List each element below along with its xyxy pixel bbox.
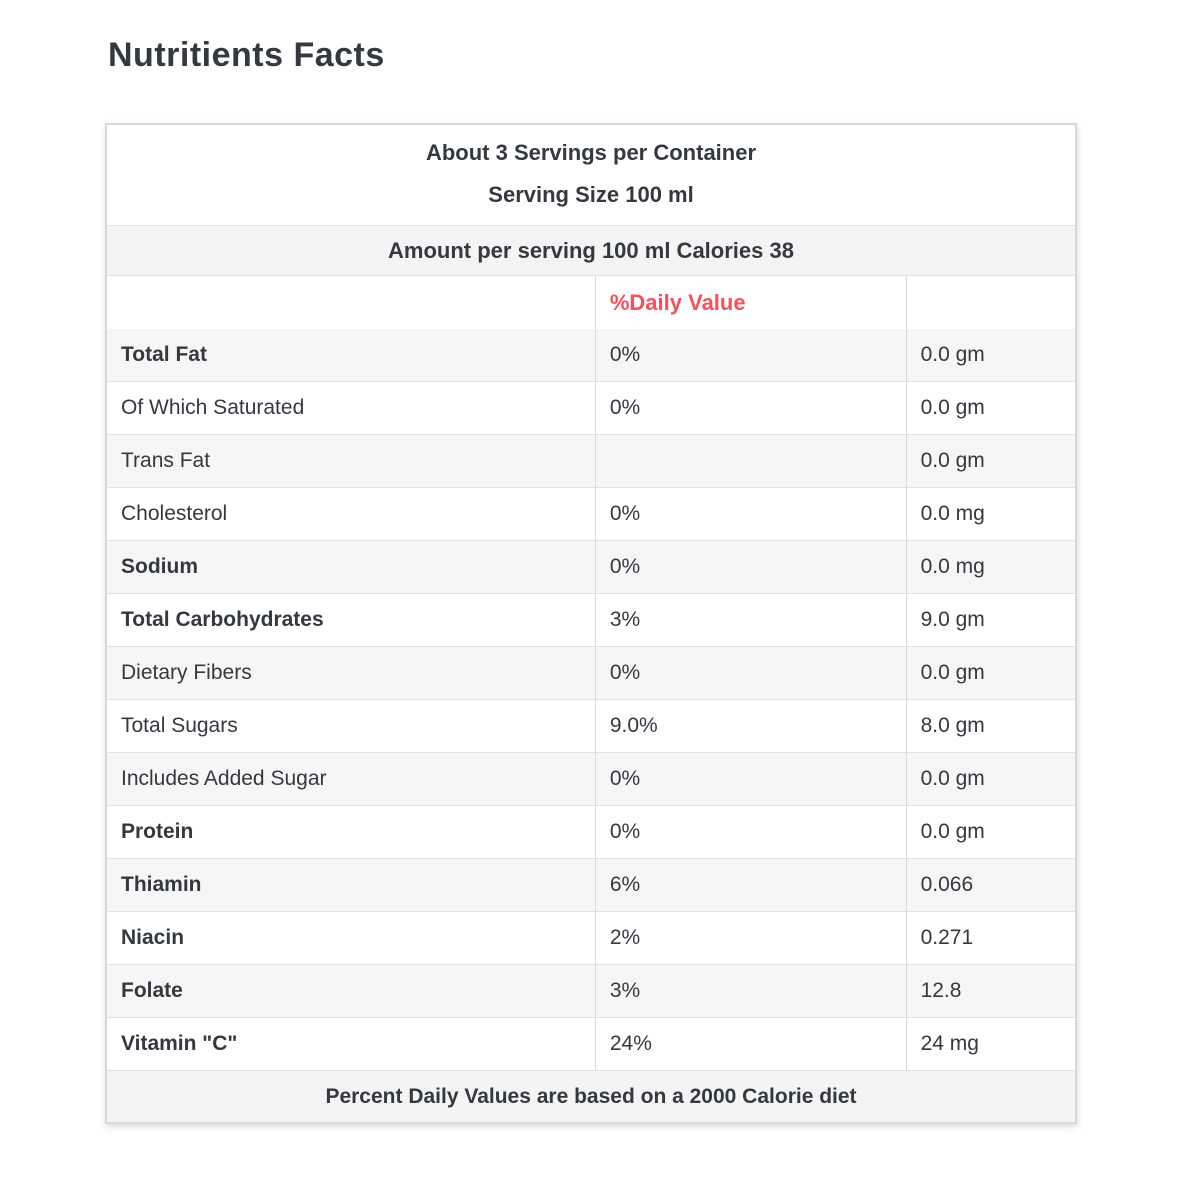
servings-per-container-text: About 3 Servings per Container — [425, 140, 757, 165]
table-row: Total Sugars 9.0% 8.0 gm — [107, 699, 1075, 752]
row-amount-value: 0.0 gm — [905, 647, 1075, 699]
row-percent-value: 9.0% — [594, 700, 906, 752]
row-amount-value: 0.0 mg — [905, 541, 1075, 593]
row-label: Dietary Fibers — [121, 661, 252, 684]
row-amount-value: 0.0 gm — [905, 435, 1075, 487]
row-label: Total Fat — [121, 343, 207, 366]
row-label: Sodium — [121, 555, 198, 578]
daily-value-header-empty-right — [905, 276, 1075, 329]
daily-value-header-empty-left — [107, 276, 595, 329]
row-label: Total Carbohydrates — [121, 608, 324, 631]
row-label: Vitamin "C" — [121, 1032, 238, 1055]
amount-per-serving-text: Amount per serving 100 ml Calories 38 — [388, 237, 794, 263]
row-amount-value: 8.0 gm — [905, 700, 1075, 752]
row-label: Total Sugars — [121, 714, 238, 737]
row-amount-value: 9.0 gm — [905, 594, 1075, 646]
table-row: Cholesterol 0% 0.0 mg — [107, 487, 1075, 540]
table-row: Folate 3% 12.8 — [107, 964, 1075, 1017]
table-row: Vitamin "C" 24% 24 mg — [107, 1017, 1075, 1070]
row-percent-value — [594, 435, 906, 487]
row-amount-value: 0.0 gm — [905, 382, 1075, 434]
servings-header-row: About 3 Servings per Container Serving S… — [107, 125, 1075, 225]
footer-note-text: Percent Daily Values are based on a 2000… — [325, 1084, 857, 1108]
row-percent-value: 3% — [594, 965, 906, 1017]
row-label: Protein — [121, 820, 194, 843]
table-row: Includes Added Sugar 0% 0.0 gm — [107, 752, 1075, 805]
table-row: Sodium 0% 0.0 mg — [107, 540, 1075, 593]
table-row: Niacin 2% 0.271 — [107, 911, 1075, 964]
row-label: Folate — [121, 979, 183, 1002]
row-amount-value: 0.0 gm — [905, 806, 1075, 858]
row-percent-value: 0% — [594, 488, 906, 540]
row-percent-value: 0% — [594, 753, 906, 805]
row-amount-value: 0.0 mg — [905, 488, 1075, 540]
table-row: Protein 0% 0.0 gm — [107, 805, 1075, 858]
row-label: Thiamin — [121, 873, 202, 896]
row-percent-value: 6% — [594, 859, 906, 911]
row-label: Includes Added Sugar — [121, 767, 327, 790]
row-amount-value: 0.0 gm — [905, 329, 1075, 381]
daily-value-header-label: %Daily Value — [594, 276, 906, 329]
row-label: Of Which Saturated — [121, 396, 305, 419]
row-percent-value: 3% — [594, 594, 906, 646]
row-percent-value: 0% — [594, 329, 906, 381]
nutrition-facts-table: About 3 Servings per Container Serving S… — [105, 123, 1077, 1124]
page-container: Nutritients Facts About 3 Servings per C… — [105, 36, 1077, 1124]
table-row: Thiamin 6% 0.066 — [107, 858, 1075, 911]
row-label: Niacin — [121, 926, 185, 949]
page-title: Nutritients Facts — [108, 36, 385, 74]
footer-note-row: Percent Daily Values are based on a 2000… — [107, 1070, 1075, 1122]
row-amount-value: 0.066 — [905, 859, 1075, 911]
daily-value-header-row: %Daily Value — [107, 275, 1075, 329]
row-amount-value: 0.271 — [905, 912, 1075, 964]
table-row: Dietary Fibers 0% 0.0 gm — [107, 646, 1075, 699]
table-row: Total Carbohydrates 3% 9.0 gm — [107, 593, 1075, 646]
row-percent-value: 2% — [594, 912, 906, 964]
row-percent-value: 0% — [594, 541, 906, 593]
row-amount-value: 0.0 gm — [905, 753, 1075, 805]
table-row: Total Fat 0% 0.0 gm — [107, 329, 1075, 381]
table-body: Total Fat 0% 0.0 gm Of Which Saturated 0… — [107, 329, 1075, 1070]
row-percent-value: 0% — [594, 806, 906, 858]
row-percent-value: 0% — [594, 382, 906, 434]
row-label: Cholesterol — [121, 502, 228, 525]
row-amount-value: 24 mg — [905, 1018, 1075, 1070]
row-percent-value: 24% — [594, 1018, 906, 1070]
table-row: Trans Fat 0.0 gm — [107, 434, 1075, 487]
row-label: Trans Fat — [121, 449, 211, 472]
amount-per-serving-row: Amount per serving 100 ml Calories 38 — [107, 225, 1075, 275]
row-percent-value: 0% — [594, 647, 906, 699]
row-amount-value: 12.8 — [905, 965, 1075, 1017]
table-row: Of Which Saturated 0% 0.0 gm — [107, 381, 1075, 434]
serving-size-text: Serving Size 100 ml — [488, 182, 694, 207]
